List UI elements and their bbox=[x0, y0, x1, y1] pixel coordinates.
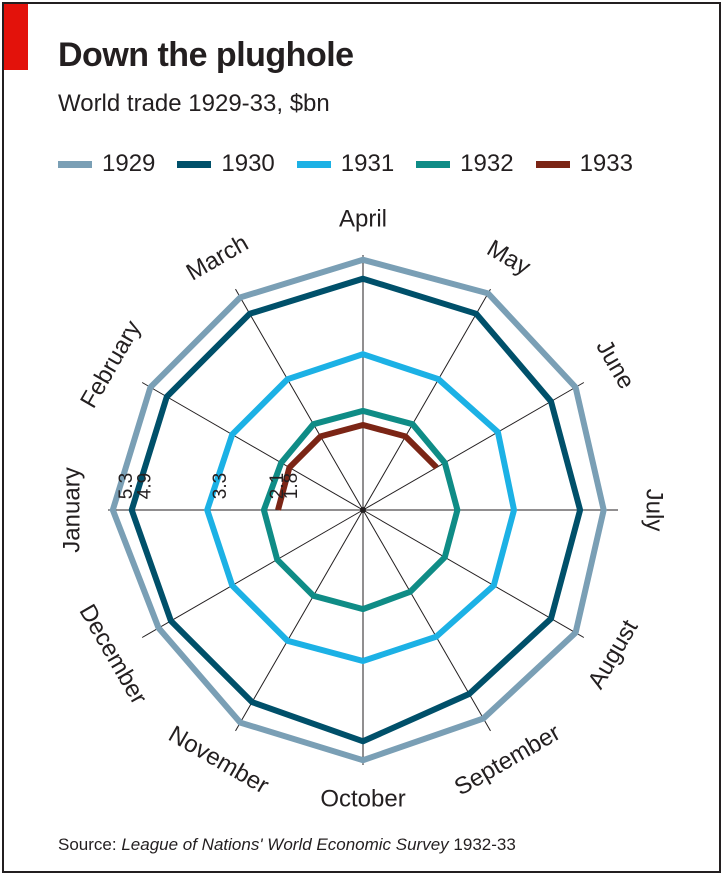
radial-tick-label: 5.3 bbox=[116, 473, 137, 499]
month-label-june: June bbox=[590, 335, 639, 394]
month-label-august: August bbox=[583, 615, 644, 693]
month-label-may: May bbox=[482, 235, 535, 281]
source-suffix: 1932-33 bbox=[453, 835, 516, 854]
spoke-november bbox=[235, 509, 364, 732]
legend-swatch-1931 bbox=[296, 160, 331, 168]
series-line-1933 bbox=[275, 421, 439, 511]
month-label-october: October bbox=[320, 785, 405, 812]
legend-label-1933: 1933 bbox=[579, 150, 633, 177]
legend-item-1929: 1929 bbox=[58, 150, 155, 178]
legend: 1929 1930 1931 1932 1933 bbox=[58, 150, 655, 178]
radial-tick-label: 4.9 bbox=[135, 473, 156, 499]
legend-swatch-1933 bbox=[535, 160, 570, 168]
source-publication: League of Nations' World Economic Survey bbox=[121, 835, 449, 854]
series-line-1929 bbox=[109, 256, 607, 764]
chart-title: Down the plughole bbox=[58, 36, 354, 74]
radial-tick-label: 3.3 bbox=[210, 473, 231, 499]
month-label-november: November bbox=[164, 721, 273, 800]
series-line-1932 bbox=[260, 407, 461, 613]
source-prefix: Source: bbox=[58, 835, 117, 854]
month-label-february: February bbox=[75, 316, 146, 413]
legend-label-1929: 1929 bbox=[102, 150, 156, 177]
legend-label-1932: 1932 bbox=[460, 150, 514, 177]
center-point bbox=[360, 507, 366, 513]
month-label-march: March bbox=[182, 230, 253, 287]
month-label-september: September bbox=[450, 719, 565, 801]
month-label-july: July bbox=[641, 489, 668, 532]
spoke-june bbox=[362, 382, 585, 511]
month-label-january: January bbox=[58, 467, 85, 552]
legend-label-1931: 1931 bbox=[340, 150, 395, 177]
radial-tick-label: 1.8 bbox=[281, 473, 302, 499]
series-line-1930 bbox=[128, 275, 584, 745]
legend-label-1930: 1930 bbox=[221, 150, 275, 177]
legend-item-1931: 1931 bbox=[296, 150, 395, 178]
legend-swatch-1929 bbox=[58, 160, 92, 168]
spoke-march bbox=[235, 288, 364, 511]
legend-swatch-1932 bbox=[416, 160, 451, 168]
source-note: Source: League of Nations' World Economi… bbox=[58, 835, 516, 855]
spoke-december bbox=[141, 509, 364, 638]
legend-swatch-1930 bbox=[177, 160, 212, 168]
month-label-december: December bbox=[74, 600, 153, 709]
month-label-april: April bbox=[339, 205, 387, 232]
spoke-september bbox=[362, 509, 491, 732]
legend-item-1930: 1930 bbox=[177, 150, 275, 178]
spoke-august bbox=[362, 509, 585, 638]
legend-item-1932: 1932 bbox=[416, 150, 514, 178]
series-line-1931 bbox=[204, 351, 518, 665]
spoke-february bbox=[141, 382, 364, 511]
brand-tag bbox=[4, 4, 28, 70]
radial-tick-label: 2.1 bbox=[267, 473, 288, 499]
chart-subtitle: World trade 1929-33, $bn bbox=[58, 90, 330, 117]
legend-item-1933: 1933 bbox=[535, 150, 633, 178]
spoke-may bbox=[362, 288, 491, 511]
